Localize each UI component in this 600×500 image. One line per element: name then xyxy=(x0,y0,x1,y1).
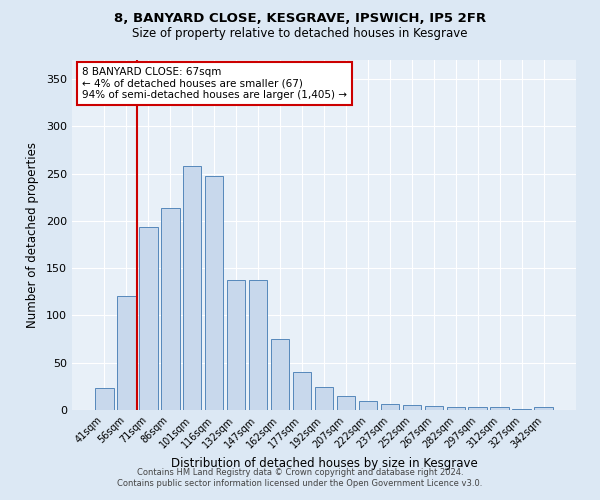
Bar xyxy=(469,407,487,410)
Bar xyxy=(403,406,421,410)
Bar xyxy=(205,176,223,410)
Text: Contains HM Land Registry data © Crown copyright and database right 2024.
Contai: Contains HM Land Registry data © Crown c… xyxy=(118,468,482,487)
Bar xyxy=(271,339,289,410)
Bar xyxy=(227,280,245,410)
Text: 8 BANYARD CLOSE: 67sqm
← 4% of detached houses are smaller (67)
94% of semi-deta: 8 BANYARD CLOSE: 67sqm ← 4% of detached … xyxy=(82,67,347,100)
Bar xyxy=(293,372,311,410)
Y-axis label: Number of detached properties: Number of detached properties xyxy=(26,142,39,328)
Bar xyxy=(446,407,465,410)
Bar xyxy=(117,296,136,410)
Bar xyxy=(314,388,334,410)
X-axis label: Distribution of detached houses by size in Kesgrave: Distribution of detached houses by size … xyxy=(170,457,478,470)
Bar xyxy=(425,406,443,410)
Bar xyxy=(380,404,399,410)
Bar xyxy=(337,396,355,410)
Text: Size of property relative to detached houses in Kesgrave: Size of property relative to detached ho… xyxy=(132,28,468,40)
Bar xyxy=(249,280,268,410)
Bar xyxy=(139,228,158,410)
Bar xyxy=(183,166,202,410)
Bar xyxy=(512,409,531,410)
Bar xyxy=(490,407,509,410)
Bar xyxy=(535,407,553,410)
Bar xyxy=(359,402,377,410)
Bar xyxy=(161,208,179,410)
Text: 8, BANYARD CLOSE, KESGRAVE, IPSWICH, IP5 2FR: 8, BANYARD CLOSE, KESGRAVE, IPSWICH, IP5… xyxy=(114,12,486,26)
Bar xyxy=(95,388,113,410)
